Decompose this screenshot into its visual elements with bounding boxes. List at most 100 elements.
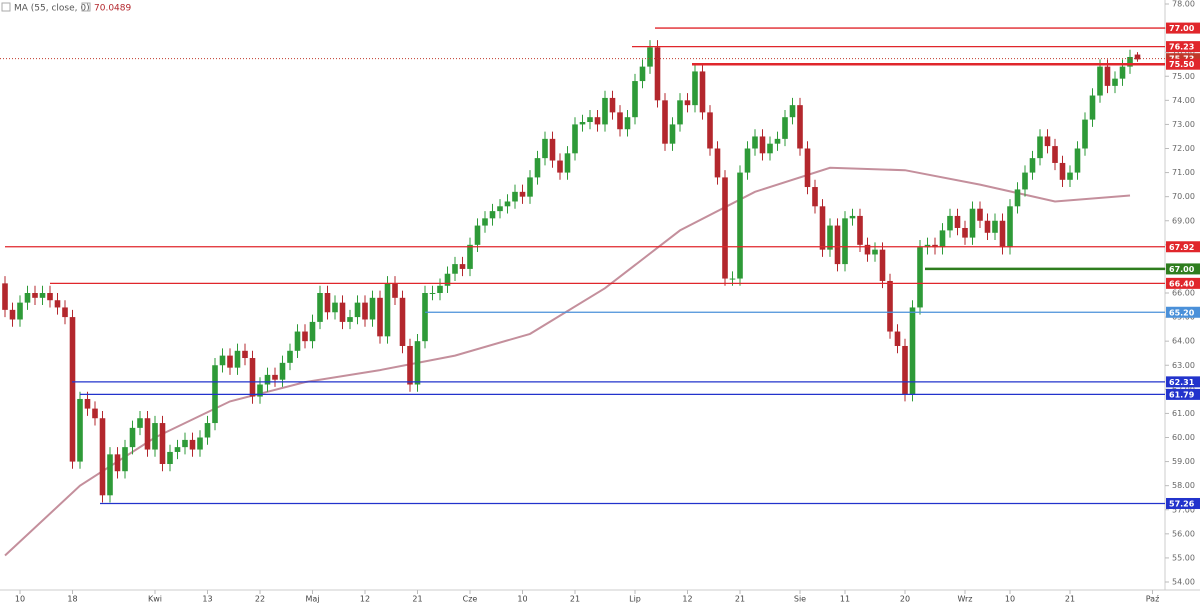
y-tick-label: 59.00: [1172, 457, 1195, 466]
y-tick-label: 78.00: [1172, 0, 1195, 9]
candle-body: [197, 437, 203, 450]
candle-body: [639, 66, 646, 82]
candle-body: [489, 211, 496, 219]
y-tick-label: 56.00: [1172, 529, 1195, 538]
x-tick-label: 12: [682, 595, 692, 604]
candle-body: [24, 293, 31, 303]
candle-body: [332, 302, 338, 313]
candle-body: [1067, 172, 1073, 180]
candle-body: [534, 158, 541, 178]
candle-body: [887, 280, 893, 332]
candle-body: [107, 454, 113, 496]
candle-body: [864, 244, 871, 255]
candle-body: [999, 220, 1006, 248]
candle-body: [62, 307, 68, 318]
candle-body: [684, 100, 691, 106]
x-tick-label: 10: [15, 595, 25, 604]
candle-body: [227, 355, 233, 368]
candle-body: [819, 206, 826, 250]
y-tick-label: 55.00: [1172, 553, 1195, 562]
level-label: 65.20: [1169, 308, 1195, 317]
level-label-box: [1166, 241, 1200, 253]
x-tick-label: Lip: [629, 595, 641, 604]
candle-body: [707, 112, 713, 149]
candle-body: [969, 208, 976, 238]
candle-body: [677, 100, 683, 125]
level-label: 76.23: [1169, 43, 1194, 52]
y-tick-label: 72.00: [1172, 144, 1195, 153]
legend-checkbox[interactable]: [1, 2, 11, 12]
candle-body: [519, 191, 526, 197]
candle-body: [947, 215, 953, 231]
y-tick-label: 75.00: [1172, 72, 1195, 81]
candle-body: [647, 47, 653, 67]
y-tick-label: 63.00: [1172, 361, 1195, 370]
candle-body: [377, 297, 383, 337]
candle-body: [452, 264, 458, 274]
x-tick-label: 13: [202, 595, 212, 604]
level-label-box: [1166, 277, 1200, 289]
candle-body: [9, 309, 16, 320]
candle-body: [827, 225, 833, 250]
candle-body: [77, 398, 83, 462]
candle-body: [32, 293, 38, 298]
candle-body: [924, 244, 931, 248]
candle-body: [189, 439, 196, 450]
x-tick-label: 22: [255, 595, 265, 604]
candle-body: [909, 307, 916, 395]
candle-body: [54, 300, 61, 308]
candle-body: [1074, 148, 1081, 173]
candle-body: [459, 264, 466, 269]
candle-body: [219, 355, 226, 366]
ma-value: 70.0489: [94, 4, 131, 14]
candle-body: [482, 218, 488, 226]
x-tick-label: Paź: [1146, 595, 1160, 604]
ma-legend: MA (55, close, 0): [14, 4, 90, 14]
candle-body: [444, 273, 451, 286]
candle-body: [414, 341, 421, 385]
candle-body: [137, 418, 143, 428]
x-tick-label: Kwi: [148, 595, 162, 604]
candle-body: [752, 136, 758, 149]
candle-body: [422, 293, 428, 342]
y-tick-label: 57.00: [1172, 505, 1195, 514]
candle-body: [1089, 95, 1096, 120]
y-tick-label: 66.00: [1172, 289, 1195, 298]
candle-body: [84, 398, 91, 409]
candle-body: [609, 97, 616, 113]
level-label: 67.00: [1169, 265, 1195, 274]
candle-body: [954, 215, 961, 228]
candle-body: [774, 138, 781, 144]
ma-line: [4, 166, 1131, 557]
settings-icon[interactable]: [81, 2, 91, 12]
candle-body: [879, 249, 886, 281]
candle-body: [849, 215, 856, 219]
candle-body: [894, 331, 901, 346]
candle-body: [662, 100, 668, 144]
candle-body: [917, 247, 923, 308]
candle-body: [302, 331, 308, 342]
x-tick-label: 12: [360, 595, 370, 604]
candle-body: [354, 302, 361, 318]
candle-body: [1097, 66, 1103, 96]
candle-body: [429, 293, 436, 294]
candle-body: [789, 105, 796, 118]
level-label-box: [1166, 306, 1200, 318]
x-tick-label: Sie: [794, 595, 806, 604]
y-tick-label: 58.00: [1172, 481, 1195, 490]
candle-body: [804, 148, 811, 188]
candle-body: [992, 220, 998, 233]
candle-body: [384, 283, 391, 337]
candle-body: [579, 122, 586, 125]
candle-body: [287, 350, 293, 363]
candle-body: [617, 112, 623, 130]
candle-body: [309, 321, 316, 342]
x-tick-label: 21: [412, 595, 422, 604]
candle-body: [122, 447, 128, 472]
y-tick-label: 71.00: [1172, 168, 1195, 177]
x-tick-label: 21: [1065, 595, 1075, 604]
candle-body: [797, 105, 803, 149]
x-tick-label: 18: [67, 595, 77, 604]
